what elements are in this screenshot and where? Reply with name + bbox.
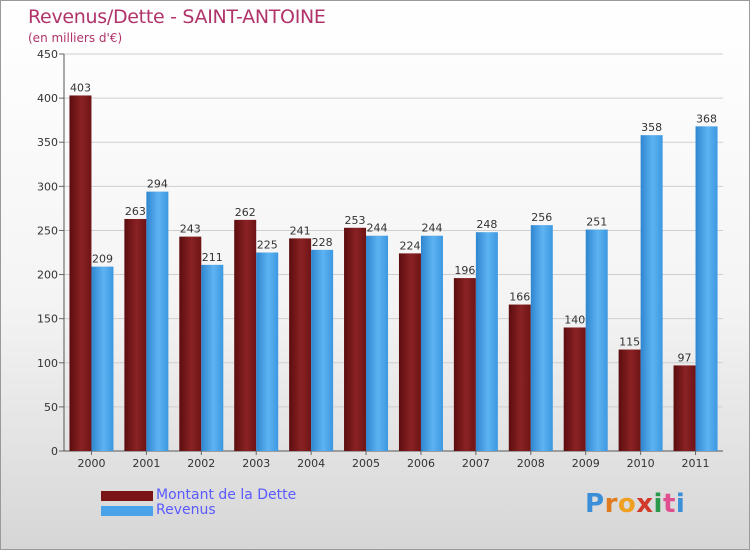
chart-title: Revenus/Dette - SAINT-ANTOINE [28,6,326,28]
data-label: 368 [696,112,717,125]
x-tick-label: 2011 [682,457,710,470]
legend-label-revenus: Revenus [156,502,216,518]
data-label: 294 [147,178,168,191]
data-label: 211 [202,251,223,264]
data-label: 244 [367,222,388,235]
data-label: 263 [125,205,146,218]
data-label: 228 [312,236,333,249]
y-tick-label: 50 [44,401,58,414]
x-tick-label: 2008 [517,457,545,470]
bar-revenus [530,225,553,451]
x-tick-label: 2003 [242,457,270,470]
y-tick-label: 250 [37,224,58,237]
legend-swatch-debt [101,491,153,501]
legend-label-debt: Montant de la Dette [156,487,297,503]
proxiti-logo: Proxiti [585,489,686,519]
bar-revenus [640,135,663,452]
x-tick-label: 2006 [407,457,435,470]
data-label: 166 [509,291,530,304]
y-tick-label: 100 [37,357,58,370]
data-label: 248 [476,218,497,231]
bar-debt [563,327,586,451]
labels: 0 50 100 150 200 250 300 350 400 450 403 209 2000 263… [37,48,717,470]
bar-revenus [475,232,498,451]
x-tick-label: 2009 [572,457,600,470]
y-tick-label: 200 [37,269,58,282]
y-tick-label: 400 [37,92,58,105]
bar-debt [398,253,421,451]
bar-revenus [420,235,443,451]
data-label: 241 [290,224,311,237]
x-tick-label: 2005 [352,457,380,470]
bar-revenus [91,266,114,451]
axes [59,53,723,455]
x-tick-label: 2004 [297,457,325,470]
y-tick-label: 0 [51,445,58,458]
bar-debt [344,227,367,451]
bar-revenus [146,191,169,452]
bar-revenus [366,235,389,451]
chart-subtitle: (en milliers d'€) [28,31,123,45]
y-tick-label: 450 [37,48,58,61]
data-label: 115 [619,336,640,349]
data-label: 243 [180,223,201,236]
data-label: 209 [92,253,113,266]
y-tick-label: 350 [37,136,58,149]
bar-debt [234,219,257,451]
data-label: 262 [235,206,256,219]
x-tick-label: 2010 [627,457,655,470]
data-label: 244 [421,222,442,235]
data-label: 224 [399,239,420,252]
bar-debt [453,278,476,451]
bar-debt [69,95,92,451]
x-tick-label: 2002 [187,457,215,470]
bar-revenus [585,229,608,451]
bar-revenus [256,252,279,451]
y-tick-label: 300 [37,180,58,193]
bar-debt [289,238,312,451]
data-label: 358 [641,121,662,134]
bar-revenus [311,249,334,451]
data-label: 140 [564,313,585,326]
x-tick-label: 2007 [462,457,490,470]
y-tick-label: 150 [37,313,58,326]
grid-lines [64,53,723,408]
bar-debt [508,304,531,451]
data-label: 251 [586,216,607,229]
data-label: 403 [70,81,91,94]
x-tick-label: 2001 [132,457,160,470]
bar-revenus [695,126,718,451]
bar-debt [179,236,202,451]
data-label: 225 [257,239,278,252]
x-tick-label: 2000 [77,457,105,470]
legend-swatch-revenus [101,506,153,516]
data-label: 256 [531,211,552,224]
bar-debt [124,218,147,451]
data-label: 97 [678,351,692,364]
bar-debt [673,365,696,451]
bar-debt [618,349,641,451]
bars [69,95,718,452]
data-label: 253 [345,214,366,227]
data-label: 196 [454,264,475,277]
bar-revenus [201,264,224,451]
